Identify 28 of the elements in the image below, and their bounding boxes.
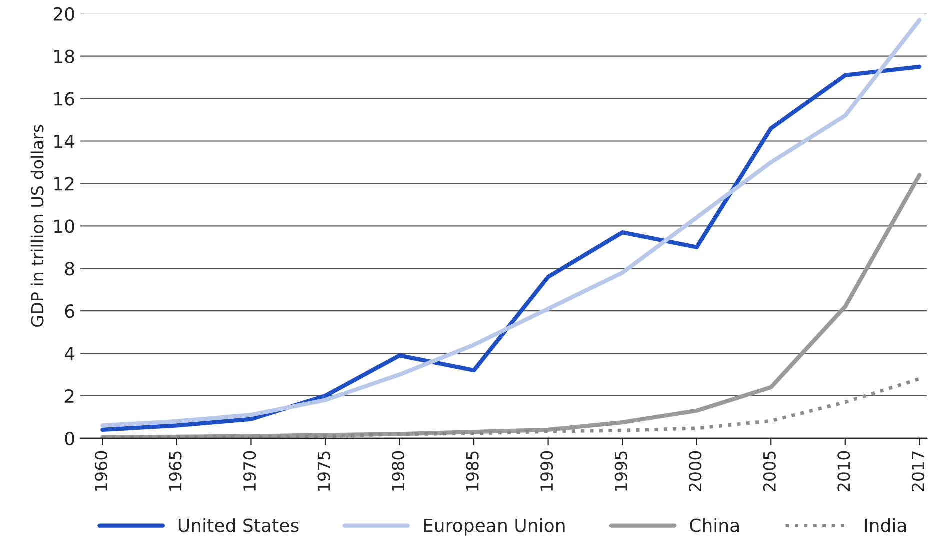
y-tick-label: 12 <box>54 177 74 191</box>
x-tick-label: 1985 <box>466 452 479 491</box>
x-tick-label: 1975 <box>318 452 330 491</box>
y-axis-title: GDP in trillion US dollars <box>30 125 44 327</box>
y-tick-label: 4 <box>64 347 75 360</box>
x-tick-label: 1960 <box>94 451 108 491</box>
y-tick-label: 14 <box>54 134 75 148</box>
x-tick-label: 2017 <box>912 452 924 492</box>
x-tick-label: 2000 <box>689 451 702 492</box>
y-tick-label: 20 <box>54 7 74 21</box>
y-tick-label: 8 <box>65 262 74 276</box>
x-tick-label: 1965 <box>169 452 182 491</box>
y-tick-label: 16 <box>54 92 74 106</box>
x-tick-label: 2005 <box>763 452 776 492</box>
x-tick-label: 1980 <box>392 451 405 491</box>
y-tick-label: 10 <box>54 220 74 234</box>
x-tick-label: 2010 <box>838 451 850 492</box>
legend-label: United States <box>178 518 299 532</box>
legend-label: India <box>865 518 906 532</box>
y-tick-label: 18 <box>54 50 74 64</box>
y-tick-label: 6 <box>65 304 74 318</box>
legend-label: China <box>690 518 740 532</box>
x-tick-label: 1970 <box>243 451 256 491</box>
y-tick-label: 2 <box>65 389 74 403</box>
legend-label: European Union <box>424 518 565 536</box>
x-tick-label: 1995 <box>614 452 628 491</box>
x-tick-label: 1990 <box>540 451 554 491</box>
y-tick-label: 0 <box>65 432 74 446</box>
